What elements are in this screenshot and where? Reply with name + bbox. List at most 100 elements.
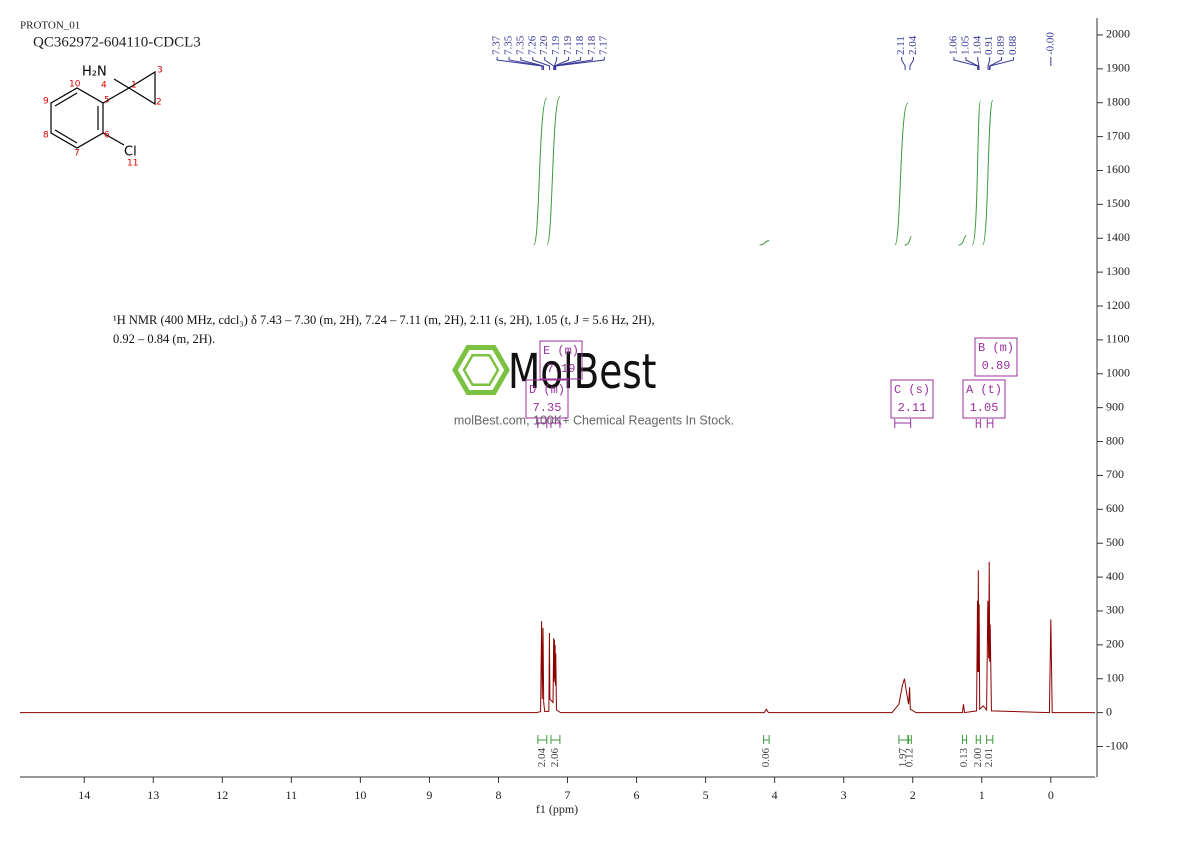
atom-number: 8 xyxy=(43,131,49,141)
tagline: molBest.com, 100K+ Chemical Reagents In … xyxy=(454,413,734,427)
multiplet-label: B (m) xyxy=(978,341,1014,355)
sample-name: QC362972-604110-CDCL3 xyxy=(33,34,201,50)
x-tick-label: 7 xyxy=(565,788,571,802)
y-tick-label: 1500 xyxy=(1106,196,1130,210)
integral-bracket xyxy=(975,735,981,744)
y-tick-label: 1700 xyxy=(1106,128,1130,142)
multiplet-box xyxy=(974,337,1018,377)
bond xyxy=(102,132,125,146)
y-tick-label: 1000 xyxy=(1106,366,1130,380)
logo xyxy=(462,354,500,386)
integral-curve xyxy=(971,100,981,246)
multiplet-shift: 7.35 xyxy=(533,401,562,415)
peak-connector xyxy=(553,57,570,70)
peak-label: 7.35 xyxy=(514,35,526,55)
peak-label: 7.18 xyxy=(586,35,598,55)
peak-connector xyxy=(555,57,605,70)
y-tick-label: 200 xyxy=(1106,637,1124,651)
multiplet-shift: 1.05 xyxy=(970,401,999,415)
atom-number: 1 xyxy=(131,81,137,91)
multiplet-box xyxy=(962,379,1006,419)
integral-label: 0.13 xyxy=(958,748,970,768)
x-tick-label: 6 xyxy=(634,788,640,802)
y-tick-label: 1800 xyxy=(1106,94,1130,108)
peak-connector xyxy=(909,57,914,70)
atom-number: 5 xyxy=(104,96,110,106)
x-tick-label: 5 xyxy=(703,788,709,802)
integral-bracket xyxy=(763,735,770,744)
peak-label: 2.11 xyxy=(895,36,907,55)
integral-label: 0.06 xyxy=(760,748,772,768)
integral-bracket xyxy=(550,735,561,744)
peak-connector xyxy=(987,57,991,70)
y-tick-label: 900 xyxy=(1106,399,1124,413)
y-tick-label: 0 xyxy=(1106,704,1112,718)
peak-label: 7.20 xyxy=(538,35,550,55)
molecule: H₂N Cl 1 2 3 4 5 6 7 8 9 10 11 xyxy=(43,65,163,169)
atom-number: 9 xyxy=(43,97,49,107)
multiplet-shift: 7.19 xyxy=(547,362,576,376)
integral-curve xyxy=(894,102,909,246)
y-tick-label: 1100 xyxy=(1106,332,1130,346)
y-tick-label: 600 xyxy=(1106,501,1124,515)
peak-connector xyxy=(544,57,555,70)
integral-label: 0.12 xyxy=(903,748,915,767)
multiplet-label: D (m) xyxy=(529,383,565,397)
y-tick-label: 2000 xyxy=(1106,27,1130,41)
integral-label: 2.06 xyxy=(549,748,561,768)
experiment-name: PROTON_01 xyxy=(20,20,80,32)
bond xyxy=(113,78,130,89)
integral-curve xyxy=(546,96,561,246)
peak-label: 0.91 xyxy=(983,36,995,55)
peak-label: 1.06 xyxy=(948,35,960,55)
y-tick-label: 1300 xyxy=(1106,264,1130,278)
integral-label: 2.01 xyxy=(983,748,995,767)
peak-label: 7.19 xyxy=(550,35,562,55)
y-tick-label: 1900 xyxy=(1106,61,1130,75)
x-tick-label: 14 xyxy=(78,788,90,802)
peak-label: 7.26 xyxy=(526,35,538,55)
y-tick-label: 100 xyxy=(1106,670,1124,684)
x-tick-label: 2 xyxy=(910,788,916,802)
multiplet-box xyxy=(525,379,569,419)
peak-connector xyxy=(989,57,1014,70)
peak-label: 2.04 xyxy=(907,35,919,55)
y-tick-label: 400 xyxy=(1106,569,1124,583)
multiplet-range xyxy=(986,419,994,428)
cyclopropane xyxy=(127,70,156,106)
x-tick-label: 8 xyxy=(495,788,501,802)
x-tick-label: 12 xyxy=(216,788,228,802)
x-tick-label: 10 xyxy=(354,788,366,802)
integral-label: 2.04 xyxy=(536,748,548,768)
multiplet-range xyxy=(894,419,912,428)
integral-label: 1.97 xyxy=(897,748,909,768)
multiplet-box xyxy=(890,379,934,419)
peak-connector xyxy=(496,57,543,70)
logo xyxy=(452,345,510,395)
peak-label: 7.37 xyxy=(491,35,503,55)
atom-label: Cl xyxy=(124,145,137,160)
x-tick-label: 1 xyxy=(979,788,985,802)
multiplet-shift: 0.89 xyxy=(982,359,1011,373)
integral-curve xyxy=(533,97,548,246)
peak-label: 7.17 xyxy=(598,35,610,55)
integral-bracket xyxy=(898,735,909,744)
peak-connector xyxy=(508,57,544,70)
integral-bracket xyxy=(961,735,968,744)
y-tick-label: -100 xyxy=(1106,738,1128,752)
multiplet-label: A (t) xyxy=(966,383,1002,397)
peak-connector xyxy=(965,57,979,70)
multiplet-shift: 2.11 xyxy=(898,401,927,415)
x-tick-label: 4 xyxy=(772,788,778,802)
benzene-ring xyxy=(50,87,104,149)
y-tick-label: 1200 xyxy=(1106,298,1130,312)
integral-curve xyxy=(904,235,912,246)
peak-label: 0.89 xyxy=(995,35,1007,55)
integral-label: 2.00 xyxy=(972,748,984,768)
y-tick-label: 800 xyxy=(1106,433,1124,447)
atom-number: 2 xyxy=(156,98,162,108)
integral-bracket xyxy=(986,735,994,744)
integral-curve xyxy=(982,99,994,246)
double-bond xyxy=(54,129,78,144)
